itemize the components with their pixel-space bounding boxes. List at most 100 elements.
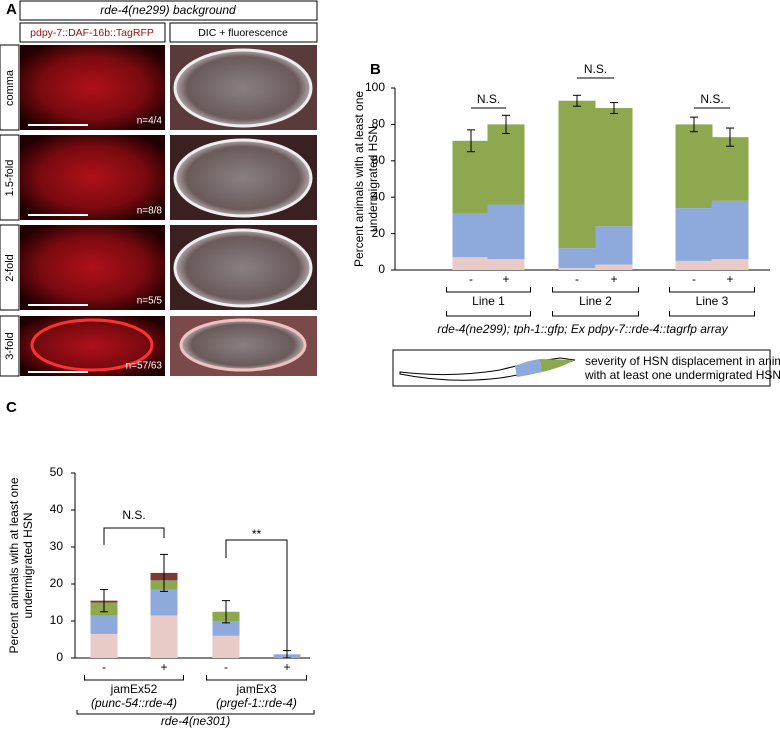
bar-segment (595, 226, 633, 265)
legend-text: severity of HSN displacement in animals (585, 354, 780, 368)
y-axis-label: Percent animals with at least one (7, 477, 21, 653)
group-construct: (punc-54::rde-4) (91, 696, 177, 710)
group-label: Line 2 (579, 294, 612, 308)
y-tick-label: 0 (378, 262, 385, 276)
bar-segment (452, 257, 490, 270)
error-bar (502, 114, 510, 134)
column-header: pdpy-7::DAF-16b::TagRFP (30, 27, 154, 39)
significance-label: N.S. (122, 508, 145, 522)
significance-bracket (103, 527, 165, 545)
group-bracket (446, 287, 531, 293)
bar-segment (675, 260, 713, 270)
bar-segment (452, 140, 490, 214)
y-tick-label: 10 (50, 613, 64, 627)
group-bracket (84, 675, 184, 681)
y-tick-label: 0 (56, 650, 63, 664)
y-axis-label: Percent animals with at least one (352, 91, 366, 267)
bar-segment (90, 633, 118, 658)
group-label: Line 1 (472, 294, 505, 308)
bar-segment (675, 208, 713, 261)
significance-label: ** (252, 527, 262, 541)
bar-segment (212, 635, 240, 658)
image-row: 1.5-fold n=8/8 (0, 134, 317, 221)
y-tick-label: 100 (365, 80, 385, 94)
bar-segment (595, 108, 633, 227)
significance-label: N.S. (700, 92, 723, 106)
x-tick-label: - (469, 272, 473, 286)
bar-segment (558, 248, 596, 269)
image-row: comma n=4/4 (0, 44, 317, 131)
x-axis-label: rde-4(ne301) (161, 714, 230, 728)
error-bar (160, 553, 168, 592)
count-label: n=5/5 (137, 296, 163, 307)
count-label: n=4/4 (137, 116, 163, 127)
group-bracket (669, 311, 755, 317)
significance-bracket (225, 539, 288, 650)
panel-letter: B (370, 61, 381, 78)
bar-segment (711, 259, 749, 270)
bar-segment (595, 264, 633, 270)
x-tick-label: + (160, 660, 167, 674)
group-construct: (prgef-1::rde-4) (216, 696, 297, 710)
x-tick-label: - (692, 272, 696, 286)
group-label: jamEx52 (110, 682, 158, 696)
x-tick-label: + (610, 272, 617, 286)
row-label: 3-fold (4, 332, 16, 360)
x-tick-label: + (726, 272, 733, 286)
bar-segment (212, 621, 240, 636)
column-header-box (169, 22, 318, 43)
bar-segment (452, 213, 490, 258)
x-axis-label: rde-4(ne299); tph-1::gfp; Ex pdpy-7::rde… (437, 322, 728, 336)
error-bar (283, 650, 291, 659)
group-bracket (552, 311, 639, 317)
fluorescence-image (20, 45, 165, 130)
y-tick-label: 20 (372, 226, 386, 240)
bar-segment (487, 124, 525, 205)
bar-segment (150, 589, 178, 616)
panel-letter: C (6, 399, 17, 416)
xlabel-bracket (76, 710, 315, 715)
y-axis-label: undermigrated HSN (21, 512, 35, 618)
group-bracket (206, 675, 307, 681)
image-row: 2-fold n=5/5 (0, 224, 317, 311)
significance-label: N.S. (477, 92, 500, 106)
worm-zone (540, 359, 575, 372)
bar-segment (90, 615, 118, 634)
x-tick-label: + (502, 272, 509, 286)
bar-segment (487, 259, 525, 270)
x-tick-label: + (283, 660, 290, 674)
panel-header: rde-4(ne299) background (100, 3, 236, 17)
group-bracket (446, 311, 531, 317)
row-label: 1.5-fold (4, 160, 16, 197)
fluorescence-image (20, 135, 165, 220)
bar-segment (150, 615, 178, 658)
legend-text: with at least one undermigrated HSN (584, 368, 780, 382)
row-label: 2-fold (4, 254, 16, 282)
column-header-box (19, 22, 166, 43)
group-label: jamEx3 (235, 682, 276, 696)
y-tick-label: 20 (50, 576, 64, 590)
fluorescence-image (20, 225, 165, 310)
worm-zone (515, 359, 542, 377)
significance-label: N.S. (584, 62, 607, 76)
x-tick-label: - (575, 272, 579, 286)
bar-segment (675, 124, 713, 209)
y-tick-label: 60 (372, 153, 386, 167)
error-bar (100, 589, 108, 613)
count-label: n=57/63 (126, 361, 163, 372)
y-tick-label: 40 (372, 189, 386, 203)
bar-segment (558, 100, 596, 249)
fluorescence-image (20, 316, 165, 376)
x-tick-label: - (102, 660, 106, 674)
column-header: DIC + fluorescence (198, 27, 288, 39)
row-label: comma (4, 69, 16, 106)
group-bracket (669, 287, 755, 293)
bar-segment (711, 200, 749, 260)
group-bracket (552, 287, 639, 293)
error-bar (726, 127, 734, 147)
panel-letter: A (6, 1, 17, 18)
image-row: 3-fold n=57/63 (0, 315, 317, 377)
error-bar (610, 102, 618, 114)
y-tick-label: 80 (372, 117, 386, 131)
